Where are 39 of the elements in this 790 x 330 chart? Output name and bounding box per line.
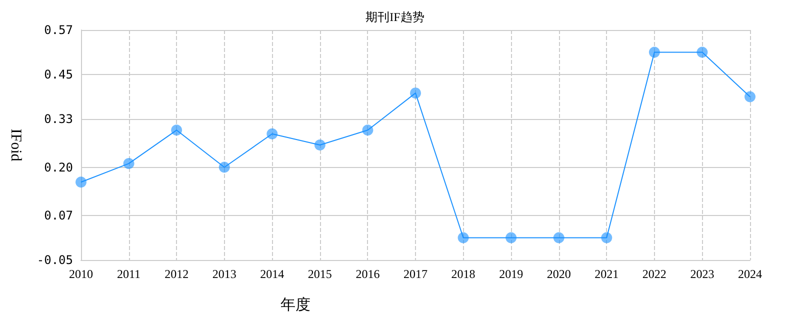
- x-tick-label: 2013: [212, 267, 236, 281]
- x-tick-label: 2018: [451, 267, 476, 281]
- point: [744, 91, 756, 102]
- x-tick-label: 2012: [164, 267, 189, 281]
- x-axis-title: 年度: [280, 296, 310, 314]
- point: [362, 124, 374, 136]
- x-tick-label: 2019: [499, 267, 524, 281]
- x-tick-label: 2010: [69, 267, 93, 281]
- point: [410, 88, 421, 99]
- x-tick-label: 2023: [690, 267, 714, 281]
- x-tick-label: 2017: [404, 267, 428, 281]
- x-tick-label: 2015: [308, 267, 332, 281]
- x-tick-label: 2011: [117, 267, 141, 281]
- point: [171, 124, 182, 136]
- x-tick-label: 2022: [642, 267, 666, 281]
- x-tick-label: 2021: [594, 267, 619, 281]
- x-tick-label: 2014: [260, 267, 284, 281]
- y-tick-label: 0.07: [44, 208, 73, 222]
- y-axis-title: IFoid: [8, 128, 24, 162]
- point: [506, 232, 517, 244]
- x-tick-label: 2024: [738, 267, 762, 281]
- x-tick-label: 2016: [356, 267, 380, 281]
- point: [266, 128, 278, 140]
- y-tick-label: 0.20: [44, 160, 73, 174]
- y-tick-label: 0.33: [44, 112, 73, 126]
- x-tick-label: 2020: [546, 267, 571, 281]
- y-tick-label: 0.57: [44, 23, 73, 37]
- point: [553, 232, 564, 244]
- point: [601, 232, 612, 244]
- y-tick-label: 0.45: [44, 68, 73, 82]
- point: [76, 176, 86, 188]
- point: [458, 232, 469, 244]
- point: [218, 162, 230, 173]
- point: [696, 46, 708, 58]
- y-tick-label: -0.05: [36, 253, 73, 267]
- chart-title: 期刊IF趋势: [366, 10, 424, 24]
- point: [314, 140, 326, 150]
- point: [123, 158, 134, 170]
- point: [648, 46, 660, 58]
